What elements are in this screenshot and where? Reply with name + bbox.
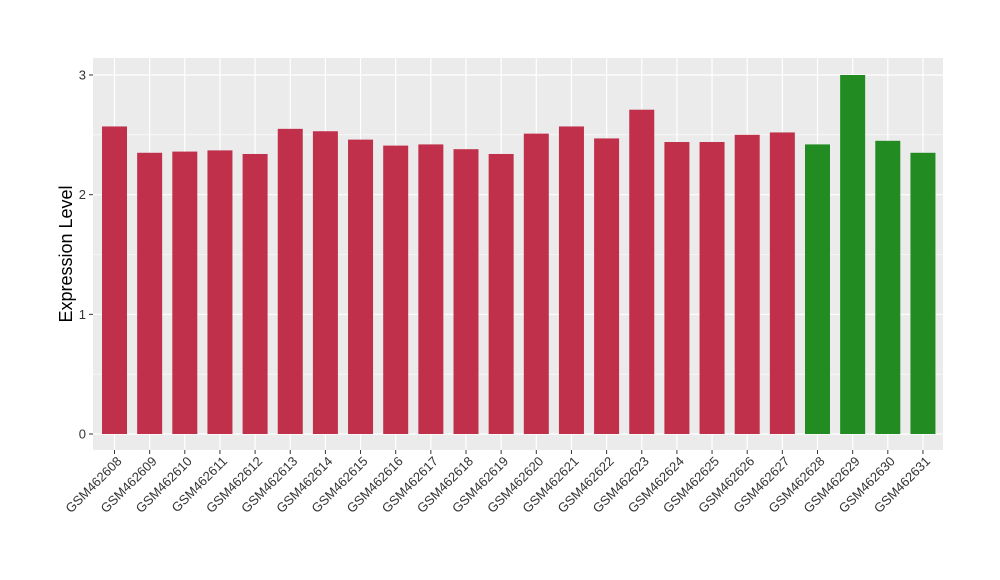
bar-GSM462617 <box>418 144 444 434</box>
bar-GSM462625 <box>699 142 725 434</box>
bar-GSM462620 <box>523 133 549 435</box>
bar-GSM462610 <box>172 151 198 434</box>
y-tick-label: 3 <box>79 68 86 83</box>
bar-GSM462628 <box>805 144 830 434</box>
bar-GSM462624 <box>664 142 690 434</box>
bar-GSM462619 <box>488 153 514 435</box>
y-tick-label: 0 <box>79 427 86 442</box>
y-axis-title: Expression Level <box>56 185 76 322</box>
x-axis: GSM462608GSM462609GSM462610GSM462611GSM4… <box>62 450 933 516</box>
bars <box>102 75 936 435</box>
bar-GSM462613 <box>277 128 303 434</box>
bar-GSM462611 <box>207 150 233 434</box>
bar-GSM462627 <box>769 132 795 434</box>
bar-GSM462612 <box>242 153 268 435</box>
bar-GSM462614 <box>312 131 338 434</box>
bar-GSM462622 <box>594 138 620 434</box>
bar-GSM462631 <box>910 152 936 435</box>
y-axis: 0 1 2 3 <box>79 68 93 442</box>
bar-GSM462608 <box>102 126 127 434</box>
bar-GSM462621 <box>558 126 584 434</box>
bar-GSM462623 <box>629 109 655 434</box>
minor-gridlines <box>93 134 943 375</box>
y-tick-label: 1 <box>79 307 86 322</box>
bar-GSM462615 <box>348 139 374 434</box>
bar-GSM462609 <box>137 152 163 435</box>
plot-panel <box>93 58 943 450</box>
bar-GSM462618 <box>453 149 479 434</box>
bar-GSM462616 <box>383 145 409 434</box>
bar-GSM462629 <box>840 75 866 434</box>
y-tick-label: 2 <box>79 187 86 202</box>
bar-GSM462630 <box>875 140 901 435</box>
bar-GSM462626 <box>734 134 760 435</box>
